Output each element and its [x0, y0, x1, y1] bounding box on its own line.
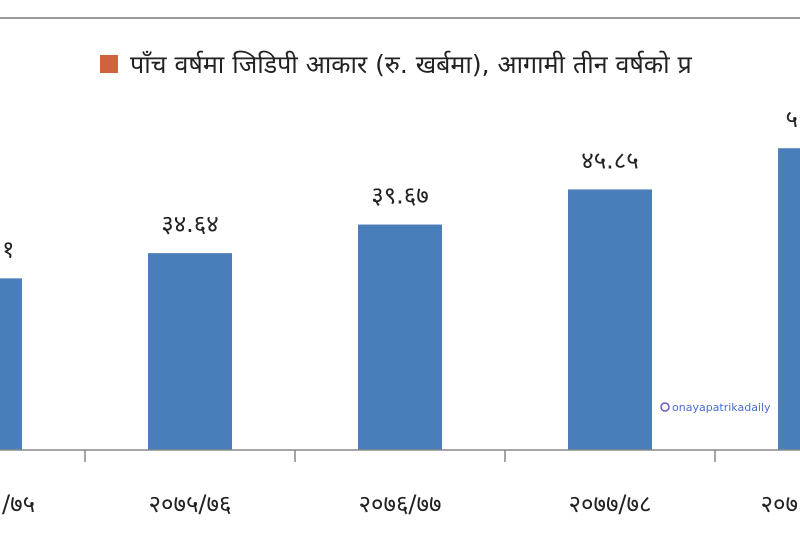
- value-label: १: [2, 235, 14, 263]
- x-tick-label: २०७: [761, 490, 798, 518]
- legend-swatch: [100, 55, 118, 73]
- watermark: onayapatrikadaily: [672, 401, 771, 414]
- value-label: ३९.६७: [371, 182, 429, 210]
- x-tick-label: २०७५/७६: [149, 490, 232, 518]
- bar: [148, 253, 232, 450]
- value-label: ५: [786, 105, 798, 133]
- x-tick-label: २०७७/७८: [569, 490, 652, 518]
- bar: [0, 278, 22, 450]
- bar: [358, 224, 442, 450]
- legend-label: पाँच वर्षमा जिडिपी आकार (रु. खर्बमा), आग…: [130, 50, 692, 79]
- value-label: ३४.६४: [161, 210, 219, 238]
- bar: [568, 189, 652, 450]
- value-label: ४५.८५: [581, 146, 639, 174]
- x-tick-label: /७५: [2, 490, 35, 518]
- bar: [778, 148, 800, 450]
- watermark-icon: [660, 402, 670, 412]
- x-tick-label: २०७६/७७: [359, 490, 442, 518]
